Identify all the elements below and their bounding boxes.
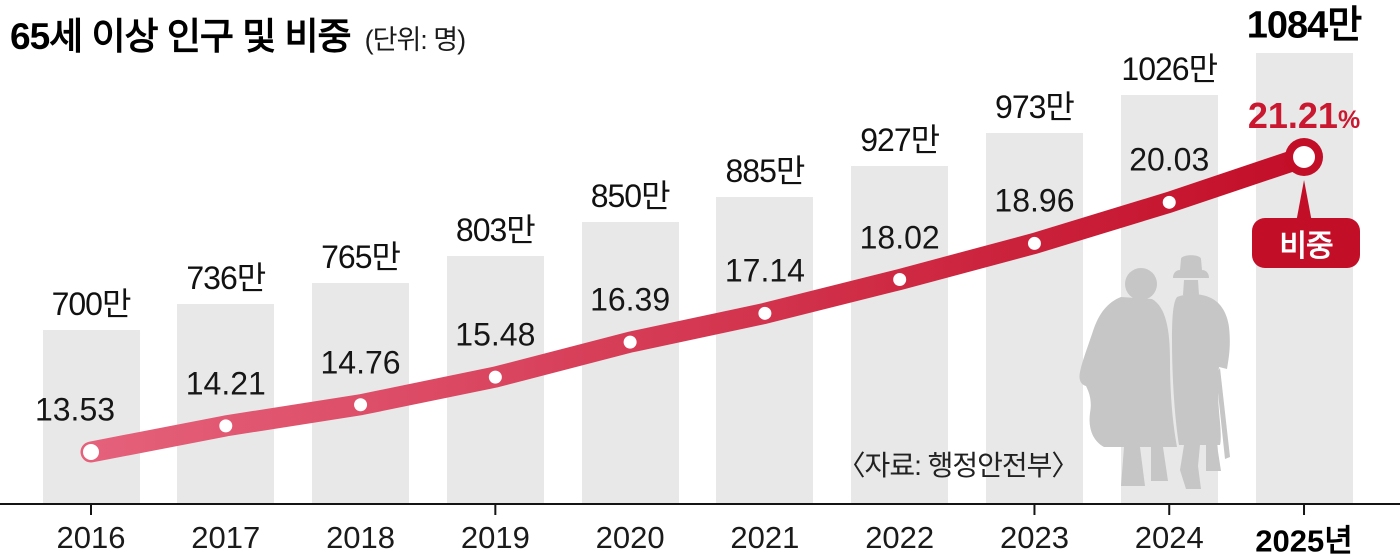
- population-value-label: 765만: [321, 239, 401, 276]
- population-bar: [42, 330, 140, 503]
- data-point-marker: [1162, 195, 1176, 209]
- population-value-label: 736만: [186, 260, 266, 297]
- percent-value-label: 17.14: [724, 252, 805, 289]
- population-value-label: 850만: [590, 177, 671, 214]
- data-point-marker: [623, 335, 637, 349]
- x-axis-year-label: 2023: [999, 520, 1069, 555]
- percent-value-label: 18.96: [994, 182, 1075, 219]
- population-value-label: 973만: [995, 89, 1075, 126]
- data-point-marker: [219, 419, 233, 433]
- data-point-marker: [83, 444, 99, 460]
- population-value-label: 700만: [51, 286, 132, 322]
- percent-value-label: 18.02: [859, 219, 940, 256]
- ratio-badge-label: 비중: [1279, 230, 1333, 263]
- percent-value-label: 14.76: [320, 344, 401, 381]
- ratio-trend-line: [80, 146, 1315, 463]
- source-note: 〈자료: 행정안전부〉: [837, 450, 1080, 481]
- percent-value-label: 16.39: [590, 281, 671, 318]
- x-axis-year-label: 2024: [1134, 520, 1204, 555]
- badge-pointer: [1296, 180, 1312, 220]
- population-value-label: 927만: [860, 122, 940, 159]
- x-axis-year-label: 2022: [865, 520, 935, 555]
- x-axis-year-label: 2021: [730, 520, 800, 555]
- data-point-marker: [354, 398, 368, 412]
- percent-symbol: %: [1337, 106, 1361, 134]
- data-point-marker: [758, 306, 772, 320]
- x-axis-year-label: 2020: [595, 520, 665, 555]
- ratio-badge: 비중: [1252, 218, 1360, 268]
- percent-value-label: 20.03: [1129, 141, 1210, 178]
- percent-value-label: 14.21: [185, 365, 266, 402]
- population-bar: [985, 133, 1083, 503]
- x-axis-line: [0, 503, 1400, 505]
- population-bar: [716, 196, 814, 503]
- population-bar: [581, 221, 679, 503]
- population-value-label: 1026만: [1121, 50, 1218, 87]
- percent-value-label: 21.21%: [1247, 95, 1361, 136]
- x-axis-year-label: 2019: [460, 520, 530, 555]
- data-point-marker: [893, 273, 907, 287]
- x-axis-year-label: 2017: [191, 520, 261, 555]
- final-point-center: [1293, 146, 1316, 168]
- x-axis-year-label: 2025년: [1255, 523, 1353, 555]
- population-value-label: 1084만: [1246, 4, 1362, 47]
- data-point-marker: [488, 370, 502, 384]
- chart-header: 65세 이상 인구 및 비중 (단위: 명): [10, 6, 467, 60]
- x-axis-year-label: 2018: [326, 520, 396, 555]
- population-value-label: 885만: [725, 152, 805, 189]
- population-bar: [177, 304, 275, 503]
- population-value-label: 803만: [455, 211, 536, 248]
- percent-value-label: 15.48: [455, 316, 536, 353]
- percent-value-label: 13.53: [34, 391, 116, 428]
- population-bar: [851, 166, 949, 503]
- elderly-couple-silhouette: [1079, 255, 1230, 489]
- page-title: 65세 이상 인구 및 비중: [10, 16, 352, 57]
- unit-note: (단위: 명): [364, 25, 467, 55]
- population-bar: [1255, 53, 1353, 503]
- data-point-marker: [1027, 236, 1041, 250]
- x-axis-year-label: 2016: [56, 520, 126, 555]
